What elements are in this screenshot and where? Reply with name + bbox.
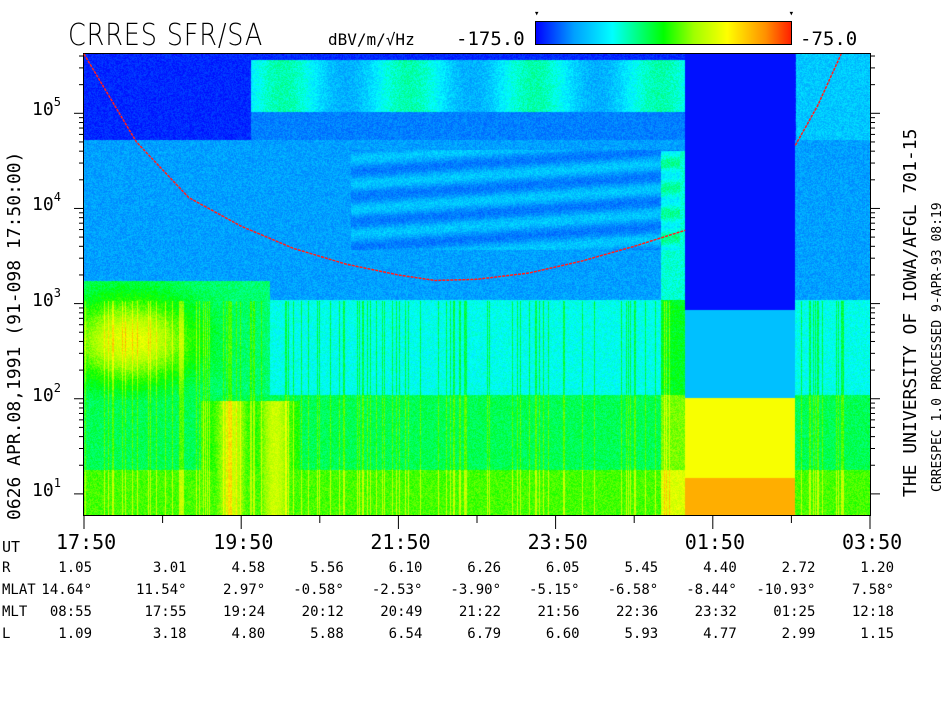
ephemeris-value: 5.93 [624,626,659,642]
ephemeris-value: 6.10 [388,560,423,576]
tick-base: 10 [32,479,54,501]
ephemeris-value: 22:36 [616,604,659,620]
tick-exponent: 2 [53,380,61,395]
ephemeris-value: 2.72 [781,560,816,576]
ephemeris-value: 2.97° [223,582,266,598]
x-tick-label: 17:50 [56,530,117,554]
ephemeris-value: 20:12 [301,604,344,620]
ephemeris-value: -6.58° [607,582,659,598]
ephemeris-value: 14.64° [41,582,92,598]
colorbar-max-label: -75.0 [800,28,858,50]
y-tick-label: 104 [32,190,61,216]
y-tick-label: 102 [32,381,61,406]
ephemeris-value: 12:18 [851,604,894,620]
processing-label: CRRESPEC 1.0 PROCESSED 9-APR-93 08:19 [930,202,945,492]
ephemeris-value: -3.90° [450,582,501,598]
ephemeris-value: 17:55 [144,604,187,620]
red-curve-segment2 [794,53,842,146]
ephemeris-value: 5.56 [310,560,344,576]
ephemeris-value: -0.58° [293,582,344,598]
ephemeris-value: 01:25 [773,604,816,620]
ephemeris-value: 4.58 [231,560,266,576]
tick-exponent: 4 [53,190,61,205]
tick-exponent: 3 [53,285,61,300]
ephemeris-value: 2.99 [781,626,816,642]
ephemeris-row-label: L [2,626,11,642]
ephemeris-value: 1.09 [58,626,92,642]
ephemeris-value: 23:32 [694,604,737,620]
colorbar-min-label: -175.0 [456,28,525,50]
ephemeris-value: 5.45 [624,560,659,576]
ephemeris-value: 7.58° [851,582,894,598]
ephemeris-value: 1.20 [860,560,894,576]
y-tick-label: 101 [32,476,61,501]
tick-base: 10 [32,194,54,216]
ephemeris-row-label: MLT [2,604,28,620]
red-curve-segment1 [83,53,686,282]
ephemeris-value: 21:22 [458,604,501,620]
ephemeris-value: 20:49 [380,604,423,620]
ephemeris-value: 6.26 [467,560,501,576]
ephemeris-value: 4.40 [703,560,737,576]
x-tick-label: 03:50 [842,530,903,554]
colorbar-max-marker: ▾ [788,9,794,19]
ephemeris-value: 5.88 [310,626,344,642]
x-axis-label: UT [2,538,21,556]
y-axis-label: 0626 APR.08,1991 (91-098 17:50:00) [4,151,25,520]
ephemeris-value: 6.54 [388,626,423,642]
ephemeris-value: -2.53° [371,582,423,598]
y-tick-label: 105 [32,95,61,121]
chart-title: CRRES SFR/SA [68,18,264,53]
ephemeris-value: 1.15 [860,626,894,642]
tick-base: 10 [32,384,54,406]
institution-label: THE UNIVERSITY OF IOWA/AFGL 701-15 [900,128,921,497]
y-tick-label: 103 [32,286,61,311]
ephemeris-value: 19:24 [223,604,266,620]
ephemeris-value: 21:56 [537,604,580,620]
colorbar-units: dBV/m/√Hz [328,30,415,49]
ephemeris-value: -10.93° [756,582,816,598]
ephemeris-value: 6.05 [545,560,580,576]
ephemeris-row-label: R [2,560,11,576]
ephemeris-row-label: MLAT [2,582,36,598]
x-tick-label: 01:50 [684,530,746,554]
colorbar: ▾ ▾ [534,9,794,45]
ephemeris-value: 1.05 [58,560,92,576]
x-tick-label: 23:50 [527,530,588,554]
x-tick-label: 21:50 [370,530,431,554]
colorbar-min-marker: ▾ [534,9,540,19]
ephemeris-value: -5.15° [529,582,580,598]
x-tick-label: 19:50 [213,530,274,554]
ephemeris-value: 11.54° [136,582,187,598]
ephemeris-value: 4.77 [703,626,737,642]
tick-exponent: 5 [53,95,61,110]
ephemeris-value: 3.01 [152,560,187,576]
spectrogram-heatmap [84,54,870,515]
ephemeris-value: 08:55 [49,604,92,620]
ephemeris-value: 6.60 [545,626,580,642]
tick-exponent: 1 [53,475,61,490]
ephemeris-value: -8.44° [686,582,737,598]
ephemeris-value: 4.80 [231,626,266,642]
tick-base: 10 [32,99,54,121]
ephemeris-value: 3.18 [152,626,187,642]
ephemeris-value: 6.79 [467,626,501,642]
tick-base: 10 [32,289,54,311]
